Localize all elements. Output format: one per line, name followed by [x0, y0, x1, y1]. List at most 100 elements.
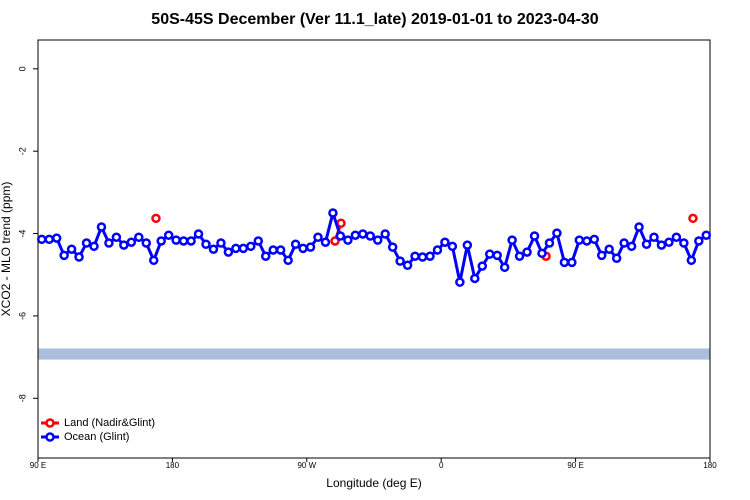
data-point	[44, 234, 54, 245]
data-point	[96, 222, 107, 232]
data-point	[193, 229, 204, 239]
data-point	[664, 237, 674, 247]
x-tick-label: 180	[703, 461, 717, 470]
data-point	[522, 247, 532, 257]
data-point	[604, 244, 614, 254]
data-point	[641, 239, 652, 250]
data-point	[649, 232, 659, 243]
data-point	[141, 238, 152, 248]
data-point	[499, 262, 510, 273]
data-point	[238, 243, 249, 254]
data-point	[544, 238, 555, 248]
data-point	[66, 244, 77, 254]
data-point	[59, 250, 69, 261]
data-point	[328, 208, 338, 218]
data-point	[358, 229, 368, 239]
data-point	[552, 228, 562, 238]
data-point	[671, 232, 682, 243]
chart-title: 50S-45S December (Ver 11.1_late) 2019-01…	[151, 11, 599, 28]
data-point	[447, 241, 458, 252]
x-axis-label: Longitude (deg E)	[326, 476, 421, 490]
data-point	[208, 244, 219, 254]
data-point	[688, 213, 698, 224]
band	[38, 348, 710, 360]
data-point	[567, 257, 577, 268]
y-tick-label: -8	[17, 394, 27, 402]
data-point	[119, 240, 129, 250]
data-point	[372, 235, 383, 245]
data-point	[51, 233, 62, 243]
y-axis-label: XCO2 - MLO trend (ppm)	[0, 182, 13, 317]
data-point	[619, 238, 629, 248]
data-point	[656, 240, 667, 250]
data-point	[507, 235, 517, 245]
data-point	[395, 256, 405, 266]
data-point	[231, 243, 241, 254]
data-point	[134, 232, 144, 243]
legend-marker	[45, 432, 55, 442]
data-point	[537, 248, 547, 259]
data-point	[380, 229, 390, 239]
data-point	[410, 251, 420, 261]
data-point	[313, 232, 323, 243]
data-point	[425, 251, 435, 261]
data-point	[223, 247, 234, 257]
data-point	[246, 241, 256, 252]
data-point	[216, 238, 226, 248]
data-point	[574, 235, 585, 245]
y-tick-label: -4	[17, 230, 27, 238]
data-point	[492, 250, 502, 261]
data-point	[514, 251, 525, 261]
data-point	[148, 255, 159, 266]
data-point	[330, 236, 340, 246]
data-point	[298, 243, 308, 254]
legend-label: Ocean (Glint)	[64, 431, 129, 443]
data-point	[402, 260, 413, 271]
data-point	[432, 245, 443, 255]
data-point	[611, 253, 622, 264]
data-point	[484, 249, 495, 259]
data-point	[89, 241, 99, 252]
data-point	[686, 255, 697, 266]
y-tick-label: -2	[17, 147, 27, 155]
data-point	[589, 234, 600, 245]
data-point	[151, 213, 161, 224]
data-point	[186, 236, 196, 246]
legend-marker	[45, 418, 55, 428]
data-point	[365, 231, 376, 241]
plot-frame	[37, 39, 711, 459]
x-tick-label: 0	[439, 461, 444, 470]
data-point	[171, 235, 181, 245]
data-point	[455, 277, 465, 287]
data-point	[81, 238, 92, 248]
data-point	[529, 231, 540, 241]
data-point	[477, 261, 488, 271]
data-point	[626, 241, 637, 252]
data-point	[320, 237, 331, 247]
legend: Land (Nadir&Glint) Ocean (Glint)	[41, 417, 155, 443]
data-point	[417, 252, 428, 262]
data-point	[634, 222, 644, 232]
data-point	[253, 236, 264, 246]
data-point	[178, 236, 189, 246]
y-tick-label: -6	[17, 312, 27, 320]
data-point	[679, 238, 689, 248]
data-point	[694, 236, 704, 246]
x-tick-label: 90 E	[567, 461, 583, 470]
data-point	[462, 240, 473, 250]
data-point	[701, 230, 712, 240]
data-point	[260, 251, 271, 261]
data-point	[335, 231, 346, 241]
data-point	[596, 250, 607, 261]
x-tick-label: 90 W	[297, 461, 316, 470]
y-tick-label: 0	[17, 66, 27, 71]
data-point	[201, 239, 211, 250]
data-point	[350, 230, 361, 240]
data-point	[126, 237, 137, 247]
data-point	[268, 245, 278, 255]
data-point	[440, 237, 450, 247]
x-tick-label: 90 E	[30, 461, 46, 470]
data-point	[275, 245, 286, 255]
data-point	[290, 239, 301, 250]
